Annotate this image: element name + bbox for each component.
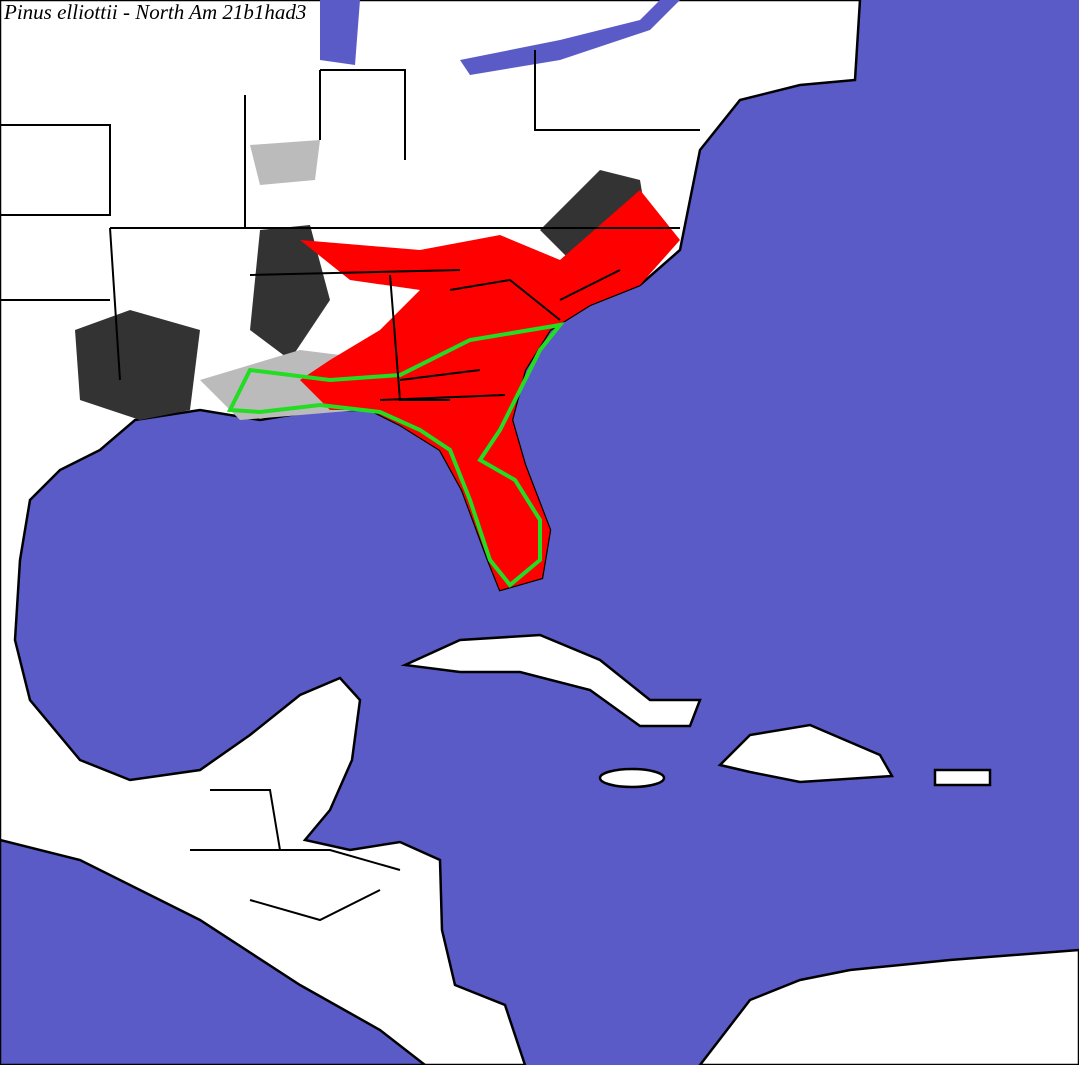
jamaica [598,767,666,789]
central-america-borders [190,789,401,922]
state-borders [0,50,700,401]
pacific-ocean [0,838,428,1065]
south-america-land [698,948,1079,1065]
gray-range [75,170,650,420]
red-range [300,190,680,590]
puerto-rico [933,768,992,787]
map-title: Pinus elliottii - North Am 21b1had3 [3,0,306,24]
great-lakes [320,0,680,75]
cuba [400,633,702,728]
native-range-outline [226,322,565,588]
hispaniola [717,723,895,784]
